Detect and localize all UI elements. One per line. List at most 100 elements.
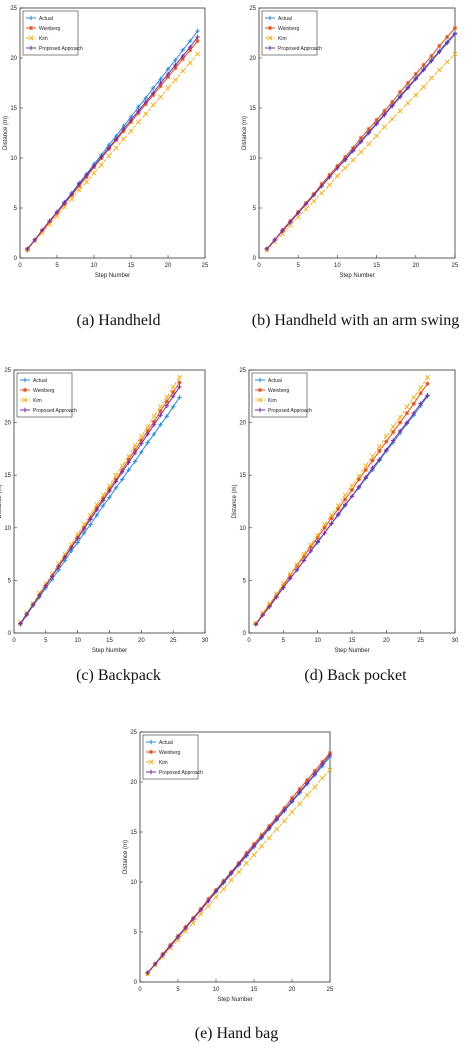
- data-point: [370, 458, 375, 463]
- data-point: [282, 807, 287, 813]
- series-kim: [17, 374, 183, 625]
- data-point: [280, 228, 285, 234]
- data-point: [128, 128, 134, 134]
- data-point: [259, 843, 265, 849]
- plot-area-frame: [139, 731, 331, 983]
- data-point: [151, 85, 156, 91]
- data-point: [132, 443, 138, 449]
- data-point: [327, 767, 333, 773]
- data-point: [195, 38, 200, 44]
- chart-caption: (a) Handheld: [76, 312, 161, 329]
- x-tick-label: 5: [282, 638, 286, 644]
- data-point: [180, 47, 185, 53]
- x-tick-label: 20: [383, 638, 390, 644]
- x-tick-label: 0: [12, 638, 16, 644]
- data-point: [405, 85, 411, 91]
- x-tick-label: 0: [18, 263, 22, 269]
- data-point: [297, 801, 303, 807]
- data-point: [327, 182, 333, 188]
- data-point: [43, 583, 49, 588]
- x-tick-label: 15: [251, 987, 258, 993]
- data-point: [266, 835, 272, 841]
- data-point: [315, 539, 320, 544]
- data-point: [274, 816, 279, 822]
- data-point: [244, 852, 249, 858]
- series-line: [27, 36, 199, 250]
- data-point: [143, 111, 149, 117]
- data-point: [425, 374, 431, 380]
- data-point: [384, 439, 389, 444]
- data-point: [138, 433, 144, 439]
- data-point: [158, 413, 163, 418]
- y-tick-label: 25: [239, 368, 246, 374]
- data-point: [213, 894, 219, 900]
- x-tick-label: 5: [297, 263, 301, 269]
- legend-marker: [267, 25, 273, 31]
- data-point: [121, 126, 126, 132]
- x-tick-label: 5: [55, 263, 59, 269]
- data-point: [126, 460, 131, 465]
- data-point: [301, 558, 307, 563]
- chart-hand-bag: 0 5 10 15 20 25 0 5 10 15 20 25 Step Number Distance …: [123, 730, 334, 1003]
- y-tick-label: 5: [253, 206, 257, 212]
- x-tick-label: 15: [373, 263, 380, 269]
- data-point: [170, 389, 176, 395]
- series-line: [19, 386, 180, 624]
- data-point: [32, 237, 37, 243]
- data-point: [281, 585, 286, 590]
- data-point: [315, 532, 321, 538]
- y-tick-label: 15: [4, 473, 11, 479]
- legend-label: Proposed Approach: [278, 46, 322, 52]
- data-point: [151, 422, 157, 427]
- data-point: [165, 85, 171, 91]
- data-point: [397, 108, 403, 114]
- y-axis-label: Distance (m): [0, 484, 3, 518]
- x-tick-label: 25: [170, 638, 177, 644]
- data-point: [421, 62, 426, 68]
- data-point: [177, 384, 182, 390]
- data-point: [119, 463, 125, 469]
- data-point: [384, 447, 389, 453]
- data-point: [329, 521, 334, 526]
- data-point: [411, 401, 416, 406]
- data-point: [24, 611, 29, 617]
- series-proposed-approach: [25, 34, 200, 252]
- data-point: [50, 573, 55, 579]
- y-tick-label: 25: [10, 6, 17, 12]
- data-point: [303, 206, 309, 212]
- legend-marker: [257, 397, 263, 403]
- data-point: [404, 420, 410, 425]
- data-point: [288, 219, 293, 225]
- x-tick-label: 5: [176, 987, 180, 993]
- data-point: [319, 190, 325, 196]
- legend-label: Actual: [268, 378, 282, 384]
- data-point: [374, 133, 380, 139]
- data-point: [188, 44, 193, 50]
- data-point: [62, 555, 68, 560]
- data-point: [288, 572, 293, 578]
- y-tick-label: 15: [239, 473, 246, 479]
- x-axis-label: Step Number: [217, 997, 252, 1003]
- legend-label: Actual: [33, 378, 47, 384]
- data-point: [303, 201, 309, 207]
- legend-marker: [22, 387, 28, 393]
- data-point: [452, 31, 458, 37]
- data-point: [150, 102, 156, 108]
- data-point: [327, 174, 332, 180]
- data-point: [145, 440, 150, 445]
- legend-label: Proposed Approach: [268, 408, 312, 414]
- x-tick-label: 20: [412, 263, 419, 269]
- y-axis-label: Distance (m): [232, 484, 238, 518]
- data-point: [390, 103, 395, 109]
- series-proposed-approach: [145, 752, 333, 976]
- data-point: [188, 47, 193, 53]
- data-point: [158, 76, 163, 82]
- data-point: [397, 89, 403, 95]
- y-tick-label: 15: [10, 106, 17, 112]
- y-tick-label: 5: [8, 578, 12, 584]
- data-point: [397, 420, 403, 425]
- data-point: [444, 40, 450, 46]
- data-point: [180, 53, 185, 59]
- y-tick-label: 0: [14, 256, 18, 262]
- data-point: [452, 51, 458, 57]
